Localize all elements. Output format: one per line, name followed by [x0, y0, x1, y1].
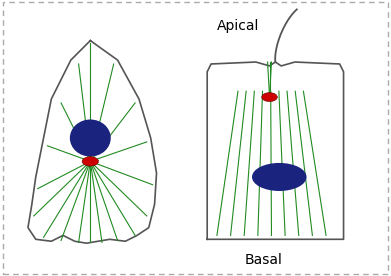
Ellipse shape [70, 120, 111, 156]
Ellipse shape [262, 93, 277, 102]
Polygon shape [28, 41, 156, 243]
Text: Apical: Apical [217, 19, 259, 33]
Text: Basal: Basal [245, 253, 283, 267]
Ellipse shape [252, 163, 307, 191]
Ellipse shape [82, 157, 99, 166]
Polygon shape [207, 62, 344, 239]
